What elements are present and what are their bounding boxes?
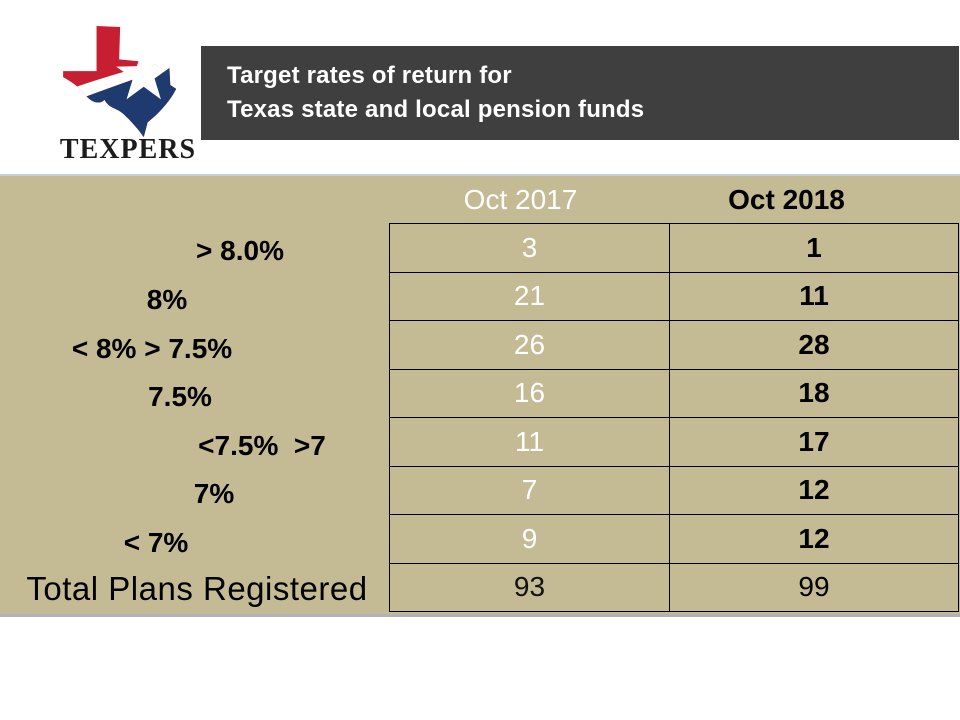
cell-oct-2018: 28 <box>669 321 958 369</box>
rate-row-label: <7.5% >7 <box>198 430 326 461</box>
rate-row-label: 7.5% <box>148 381 212 412</box>
star-icon <box>116 45 172 100</box>
title-line-1: Target rates of return for <box>227 62 512 89</box>
rates-table: 3 1 21 11 26 28 16 18 11 17 7 12 9 12 93 99 <box>389 223 959 612</box>
cell-oct-2018: 12 <box>669 515 958 563</box>
cell-oct-2018: 99 <box>669 563 958 611</box>
table-row: 7 12 <box>390 465 958 514</box>
cell-oct-2017: 21 <box>513 280 546 312</box>
cell-oct-2018: 11 <box>669 272 958 320</box>
rate-row-label: < 8% > 7.5% <box>71 333 233 364</box>
cell-oct-2018: 1 <box>669 224 958 272</box>
title-line-2: Texas state and local pension funds <box>227 96 645 123</box>
texpers-logo: TEXPERS <box>53 24 203 165</box>
title-bar: Target rates of return for Texas state a… <box>201 46 959 140</box>
table-row: 16 18 <box>390 368 958 417</box>
rate-row-label: 7% <box>193 478 235 509</box>
cell-oct-2017: 3 <box>521 231 538 263</box>
column-headers: Oct 2017 Oct 2018 <box>389 177 959 221</box>
rate-row-label: < 7% <box>123 527 189 558</box>
cell-oct-2018: 18 <box>669 369 958 417</box>
cell-oct-2017: 9 <box>521 522 538 554</box>
table-row: 26 28 <box>390 320 958 369</box>
cell-oct-2017: 7 <box>521 474 538 506</box>
column-header-oct-2018: Oct 2018 <box>728 184 845 215</box>
cell-oct-2017: 26 <box>513 328 546 360</box>
cell-oct-2018: 12 <box>669 466 958 514</box>
table-row: 11 17 <box>390 417 958 466</box>
cell-oct-2017: 93 <box>513 571 546 603</box>
rate-row-label: > 8.0% <box>196 235 284 266</box>
table-row: 93 99 <box>390 562 958 611</box>
total-row-label: Total Plans Registered <box>26 570 368 607</box>
cell-oct-2017: 11 <box>514 425 545 457</box>
content-panel <box>0 174 960 614</box>
table-row: 21 11 <box>390 271 958 320</box>
cell-oct-2018: 17 <box>669 418 958 466</box>
texas-state-icon <box>63 25 177 138</box>
logo-wordmark: TEXPERS <box>59 134 197 165</box>
table-row: 9 12 <box>390 514 958 563</box>
column-header-oct-2017: Oct 2017 <box>463 184 578 215</box>
cell-oct-2017: 16 <box>513 377 546 409</box>
rate-row-label: 8% <box>146 284 188 315</box>
